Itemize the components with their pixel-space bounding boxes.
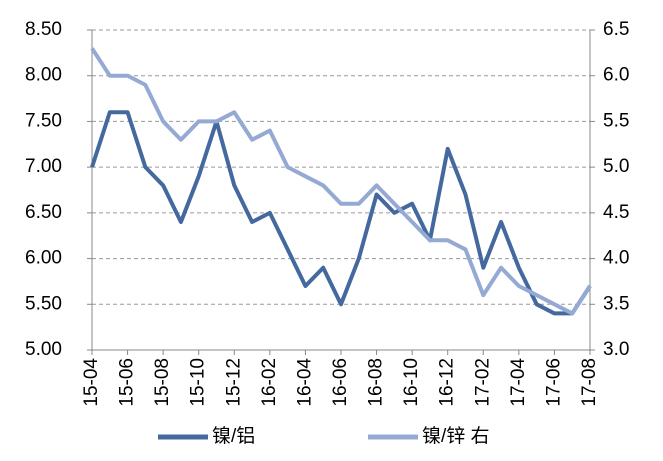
y-tick-label: 6.00	[25, 248, 62, 269]
x-tick-label: 17-06	[543, 358, 564, 407]
y2-tick-label: 4.0	[603, 248, 629, 269]
x-tick-label: 15-10	[188, 358, 209, 407]
x-tick-label: 17-08	[579, 358, 600, 407]
x-tick-label: 16-08	[366, 358, 387, 407]
y2-tick-label: 4.5	[603, 202, 629, 223]
y-tick-label: 6.50	[25, 202, 62, 223]
y2-tick-label: 6.5	[603, 19, 629, 40]
x-tick-label: 15-12	[223, 358, 244, 407]
x-tick-label: 15-04	[81, 358, 102, 407]
y2-tick-label: 3.5	[603, 293, 629, 314]
legend-label: 镍/锌 右	[422, 425, 490, 447]
x-tick-label: 16-06	[330, 358, 351, 407]
y-tick-label: 5.50	[25, 293, 62, 314]
y-tick-label: 7.50	[25, 110, 62, 131]
x-tick-label: 15-06	[117, 358, 138, 407]
y2-tick-label: 5.5	[603, 110, 629, 131]
x-tick-label: 16-02	[259, 358, 280, 407]
y-tick-label: 5.00	[25, 339, 62, 360]
x-tick-label: 16-12	[437, 358, 458, 407]
line-series	[90, 47, 592, 316]
y2-tick-label: 3.0	[603, 339, 629, 360]
y-tick-label: 7.00	[25, 156, 62, 177]
legend-label: 镍/铝	[212, 425, 255, 447]
x-tick-label: 17-02	[472, 358, 493, 407]
x-tick-label: 15-08	[152, 358, 173, 407]
y-tick-label: 8.00	[25, 65, 62, 86]
y-tick-label: 8.50	[25, 19, 62, 40]
line-series	[90, 110, 592, 316]
y2-tick-label: 6.0	[603, 65, 629, 86]
x-tick-label: 16-10	[401, 358, 422, 407]
y2-tick-label: 5.0	[603, 156, 629, 177]
x-tick-label: 16-04	[294, 358, 315, 407]
x-tick-label: 17-04	[508, 358, 529, 407]
